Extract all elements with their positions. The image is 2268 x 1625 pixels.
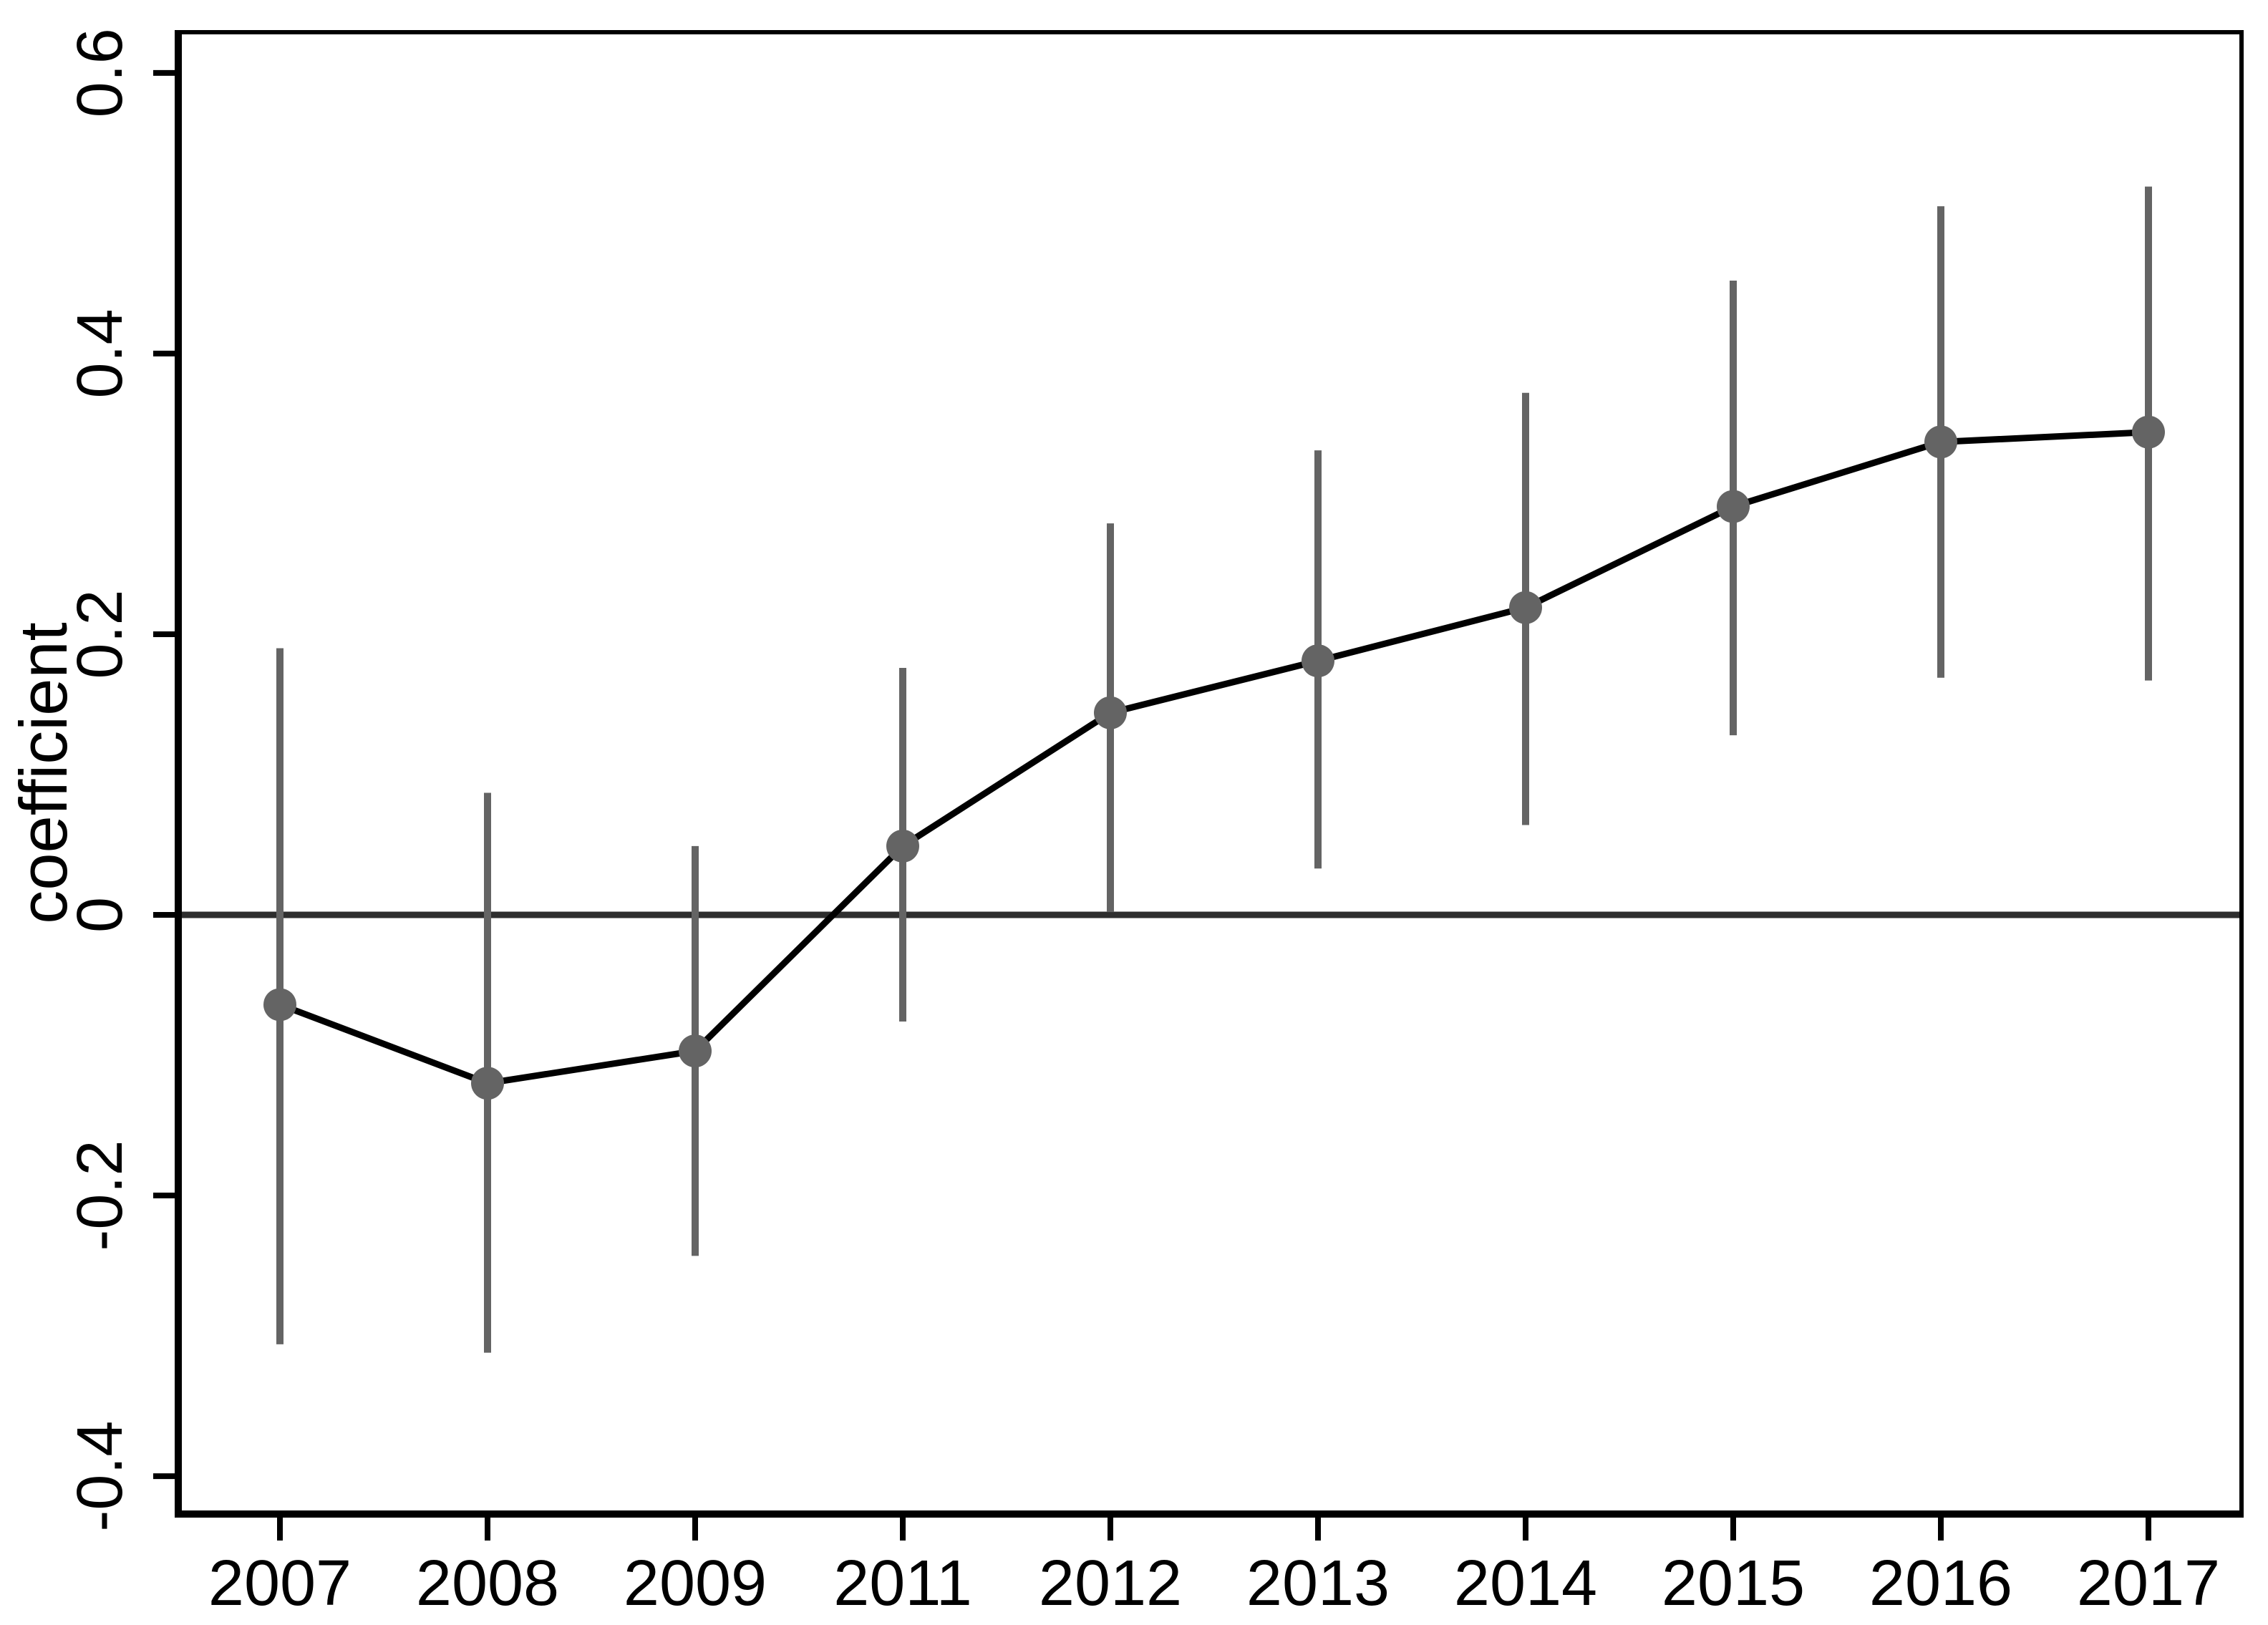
data-point [1509,591,1542,624]
x-tick-label: 2008 [416,1548,559,1619]
y-axis-title: coefficient [6,622,81,924]
y-tick-label: -0.2 [64,1140,136,1251]
data-point [1717,490,1750,523]
data-point [1924,425,1957,459]
x-tick-label: 2007 [208,1548,352,1619]
x-tick-label: 2009 [624,1548,767,1619]
data-point [471,1067,504,1100]
y-tick-label: 0.2 [64,589,136,679]
x-tick-label: 2015 [1662,1548,1805,1619]
data-point [2132,415,2165,449]
data-point [886,829,919,863]
data-point [1302,644,1334,678]
x-tick-label: 2017 [2077,1548,2220,1619]
x-tick-label: 2013 [1246,1548,1390,1619]
data-point [679,1034,712,1068]
x-tick-label: 2012 [1039,1548,1182,1619]
data-point [263,988,296,1022]
y-tick-label: 0 [64,897,136,933]
y-tick-label: -0.4 [64,1421,136,1532]
y-tick-label: 0.4 [64,309,136,398]
x-tick-label: 2011 [833,1548,972,1619]
x-tick-label: 2014 [1454,1548,1597,1619]
data-point [1094,696,1127,729]
y-tick-label: 0.6 [64,28,136,117]
trend-line [278,429,2149,1087]
x-tick-label: 2016 [1869,1548,2012,1619]
